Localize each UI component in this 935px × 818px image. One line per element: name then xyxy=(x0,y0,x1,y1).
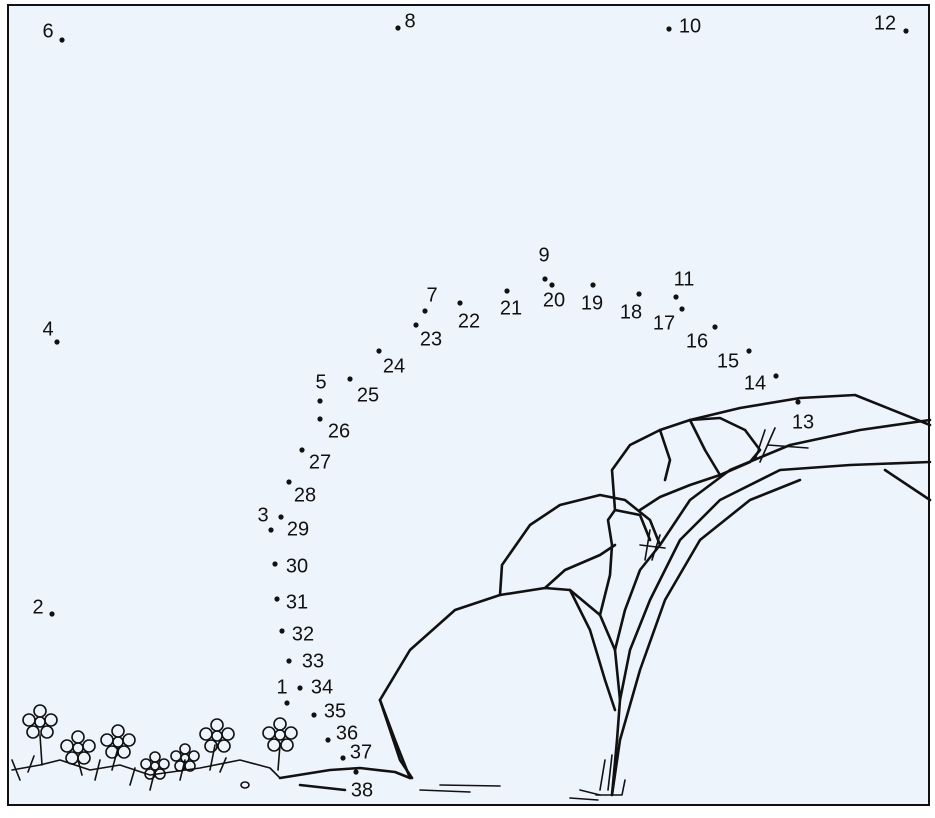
dot-number: 7 xyxy=(426,284,437,306)
dot xyxy=(311,712,317,718)
dot xyxy=(795,399,801,405)
dot xyxy=(286,479,292,485)
dot xyxy=(278,514,284,520)
dot xyxy=(59,37,65,43)
dot-number: 27 xyxy=(309,451,331,473)
dot-number: 38 xyxy=(351,779,373,801)
dot-number: 11 xyxy=(674,268,695,290)
dot xyxy=(636,291,642,297)
dot xyxy=(279,628,285,634)
dot xyxy=(272,561,278,567)
dot xyxy=(376,348,382,354)
dot xyxy=(457,300,463,306)
dot xyxy=(286,658,292,664)
dot-number: 15 xyxy=(717,350,739,372)
dot-number: 10 xyxy=(679,15,701,37)
dot-number: 18 xyxy=(620,301,642,323)
dot-number: 36 xyxy=(336,722,358,744)
dot-number: 4 xyxy=(42,318,53,340)
dot xyxy=(353,769,359,775)
dot xyxy=(679,306,685,312)
rock-drawing xyxy=(278,393,932,801)
dot-number: 8 xyxy=(404,10,415,32)
dot xyxy=(542,276,548,282)
dot-number: 20 xyxy=(543,289,565,311)
dot xyxy=(317,416,323,422)
frame xyxy=(7,4,930,806)
dot xyxy=(504,288,510,294)
dot-number: 33 xyxy=(302,650,324,672)
dot-number: 13 xyxy=(792,411,814,433)
dot xyxy=(549,282,555,288)
dot xyxy=(299,447,305,453)
dot xyxy=(395,25,401,31)
dot-number: 16 xyxy=(686,330,708,352)
dot-number: 14 xyxy=(744,372,766,394)
dot-number: 21 xyxy=(500,297,522,319)
dot xyxy=(666,26,672,32)
dot-number: 29 xyxy=(287,518,309,540)
dot-number: 12 xyxy=(874,12,896,34)
dot-number: 17 xyxy=(653,312,675,334)
dot xyxy=(773,373,779,379)
dot-number: 24 xyxy=(383,355,405,377)
dot-number: 31 xyxy=(286,591,308,613)
dot-number: 23 xyxy=(420,328,442,350)
dot xyxy=(347,376,353,382)
dot xyxy=(903,28,909,34)
dot xyxy=(325,737,331,743)
dot xyxy=(284,700,290,706)
dot-number: 2 xyxy=(32,596,43,618)
dot xyxy=(340,755,346,761)
dot-number: 5 xyxy=(315,371,326,393)
dot-number: 22 xyxy=(458,310,480,332)
dot xyxy=(317,398,323,404)
dot-number: 26 xyxy=(328,420,350,442)
dot-number: 3 xyxy=(257,504,268,526)
dot-number: 35 xyxy=(324,700,346,722)
dot xyxy=(297,685,303,691)
flowers-drawing xyxy=(11,704,298,791)
dot xyxy=(268,527,274,533)
dot xyxy=(422,308,428,314)
dot-number: 28 xyxy=(294,484,316,506)
dot-number: 34 xyxy=(311,676,333,698)
dot-number: 6 xyxy=(42,20,53,42)
dot-number: 19 xyxy=(581,292,603,314)
dot-number: 1 xyxy=(276,676,287,698)
dot-number: 9 xyxy=(538,244,549,266)
dot xyxy=(712,324,718,330)
dot xyxy=(746,348,752,354)
dot xyxy=(590,282,596,288)
dot xyxy=(413,322,419,328)
dot xyxy=(54,339,60,345)
dot xyxy=(673,294,679,300)
dot-number: 30 xyxy=(286,555,308,577)
dot xyxy=(49,611,55,617)
dot-number: 25 xyxy=(357,384,379,406)
dot-number: 37 xyxy=(350,741,372,763)
dot xyxy=(274,596,280,602)
dot-number: 32 xyxy=(292,623,314,645)
